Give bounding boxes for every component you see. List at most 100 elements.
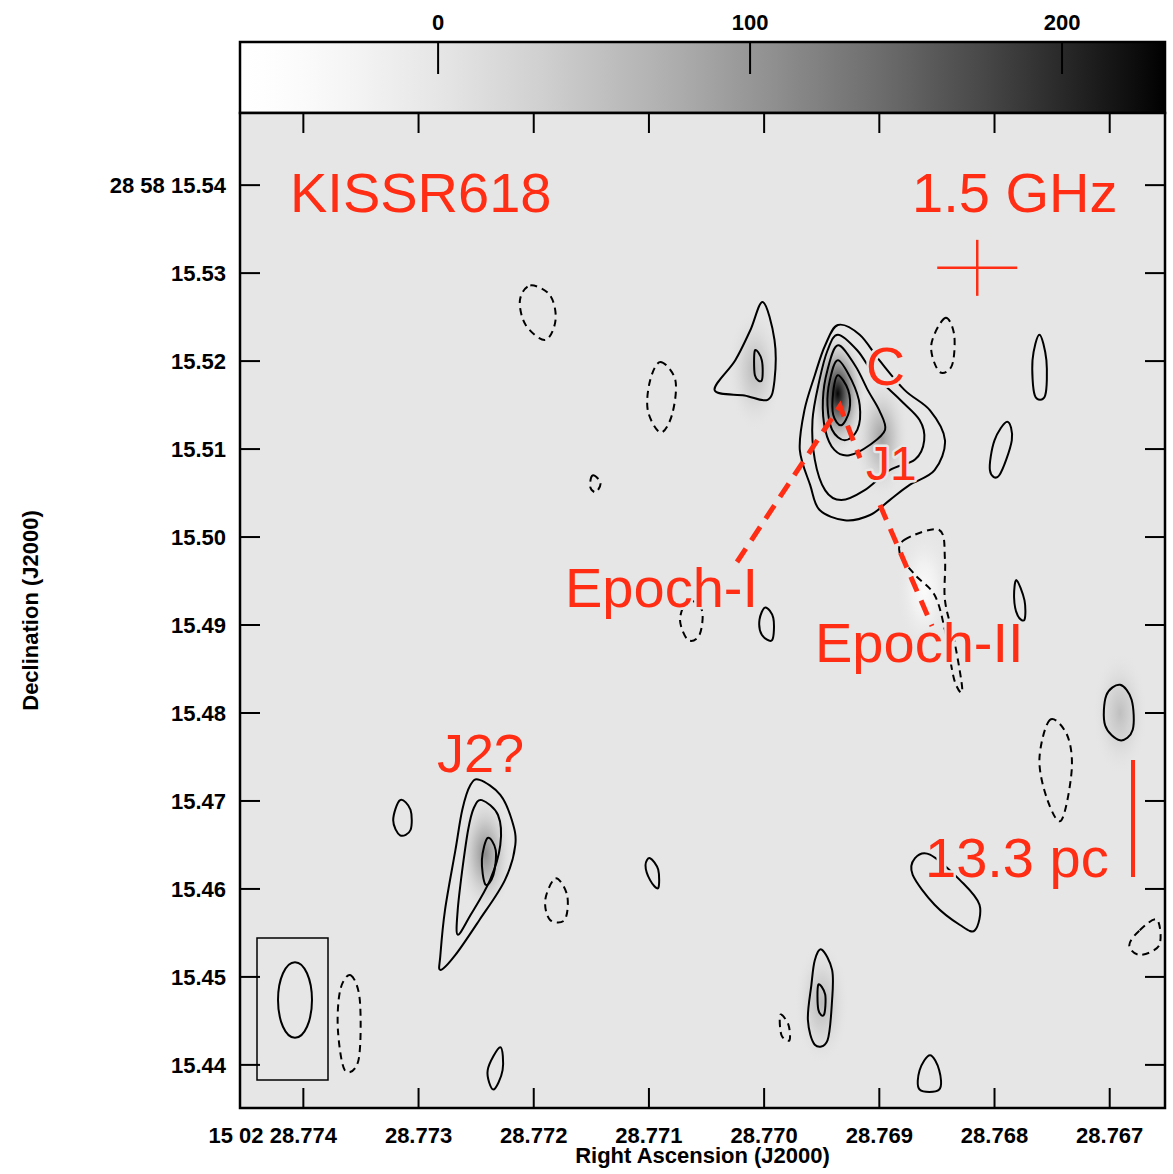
cross-arm [976, 240, 979, 296]
y-tick-label: 15.49 [171, 613, 226, 638]
x-tick [648, 1088, 650, 1108]
y-tick [240, 272, 260, 274]
contour [646, 858, 660, 888]
colorbar-tick [1061, 42, 1063, 74]
negative-contour [545, 878, 568, 922]
x-tick [878, 1088, 880, 1108]
y-tick-label: 15.51 [171, 437, 226, 462]
annotation: C [866, 336, 905, 396]
y-tick [240, 448, 260, 450]
contour [1032, 335, 1047, 400]
y-tick-label: 15.50 [171, 525, 226, 550]
negative-contour [338, 975, 361, 1072]
contour [817, 984, 825, 1015]
x-tick [1109, 113, 1111, 133]
contour [482, 838, 496, 885]
emission-component [458, 793, 512, 914]
contour [832, 375, 850, 425]
annotation: J1 [866, 437, 917, 490]
x-tick [302, 1088, 304, 1108]
negative-contour [590, 475, 601, 492]
y-tick [240, 360, 260, 362]
y-tick [1145, 888, 1165, 890]
contour [800, 325, 945, 521]
negative-contour [1039, 719, 1072, 821]
beam-box [257, 938, 328, 1080]
y-tick-label: 15.44 [171, 1053, 227, 1078]
y-tick [1145, 712, 1165, 714]
contour [1104, 685, 1134, 741]
x-tick-label: 28.767 [1076, 1123, 1143, 1148]
scale-bar-label: 13.3 pc [925, 826, 1109, 889]
x-tick-label: 28.773 [385, 1123, 452, 1148]
annotation: Epoch-II [815, 611, 1024, 674]
contour [827, 360, 860, 440]
title: KISSR618 [290, 161, 552, 224]
x-ticks: 15 02 28.77428.77328.77228.77128.77028.7… [209, 113, 1144, 1148]
y-tick [1145, 800, 1165, 802]
negative-contour [931, 318, 955, 373]
x-tick [533, 113, 535, 133]
y-tick-label: 15.48 [171, 701, 226, 726]
scale-bar [1131, 760, 1135, 877]
y-tick [240, 800, 260, 802]
colorbar-tick-label: 100 [732, 10, 769, 35]
x-tick [1109, 1088, 1111, 1108]
colorbar [240, 42, 1165, 113]
epoch-ii-direction [880, 505, 932, 626]
x-tick [994, 1088, 996, 1108]
colorbar-tick-label: 0 [432, 10, 444, 35]
x-tick-label: 28.768 [961, 1123, 1028, 1148]
y-tick-label: 15.52 [171, 349, 226, 374]
y-tick [1145, 1064, 1165, 1066]
contour [918, 1055, 941, 1092]
beam [278, 962, 312, 1038]
y-tick [240, 712, 260, 714]
y-tick [1145, 184, 1165, 186]
negative-contour [1129, 919, 1160, 955]
plot-frame [240, 113, 1165, 1108]
subtitle: 1.5 GHz [912, 161, 1117, 224]
y-tick-label: 28 58 15.54 [110, 173, 227, 198]
x-tick [878, 113, 880, 133]
x-tick [533, 1088, 535, 1108]
y-axis-title: Declination (J2000) [18, 510, 43, 711]
x-tick [763, 1088, 765, 1108]
y-tick-label: 15.46 [171, 877, 226, 902]
negative-contour [780, 1014, 790, 1040]
contour [759, 607, 774, 640]
annotation: J2? [437, 723, 524, 783]
y-ticks: 28 58 15.5415.5315.5215.5115.5015.4915.4… [110, 173, 1165, 1078]
x-tick-label: 28.769 [846, 1123, 913, 1148]
y-tick [1145, 448, 1165, 450]
colorbar-tick [437, 42, 439, 74]
x-tick [763, 113, 765, 133]
contour [715, 302, 776, 400]
emission-component [795, 943, 849, 1064]
x-tick-label: 15 02 28.774 [209, 1123, 338, 1148]
contour [487, 1047, 503, 1089]
contour [393, 800, 412, 836]
contour [457, 800, 501, 935]
y-tick [1145, 272, 1165, 274]
position-cross [937, 240, 1017, 296]
annotation: Epoch-I [565, 556, 758, 619]
contour [808, 949, 833, 1046]
emission-component [728, 309, 782, 430]
emission-component [1093, 652, 1147, 773]
y-tick-label: 15.47 [171, 789, 226, 814]
chart: 010020015 02 28.77428.77328.77228.77128.… [0, 0, 1173, 1174]
y-tick [240, 624, 260, 626]
x-tick [418, 113, 420, 133]
image-plane [240, 113, 1165, 1108]
contour [439, 779, 516, 970]
x-axis-title: Right Ascension (J2000) [575, 1143, 830, 1168]
x-tick [418, 1088, 420, 1108]
y-tick [1145, 536, 1165, 538]
y-tick [240, 184, 260, 186]
negative-contour [647, 362, 676, 432]
background [240, 113, 1165, 1108]
y-tick [1145, 360, 1165, 362]
y-tick [240, 888, 260, 890]
negative-contour [520, 285, 556, 340]
